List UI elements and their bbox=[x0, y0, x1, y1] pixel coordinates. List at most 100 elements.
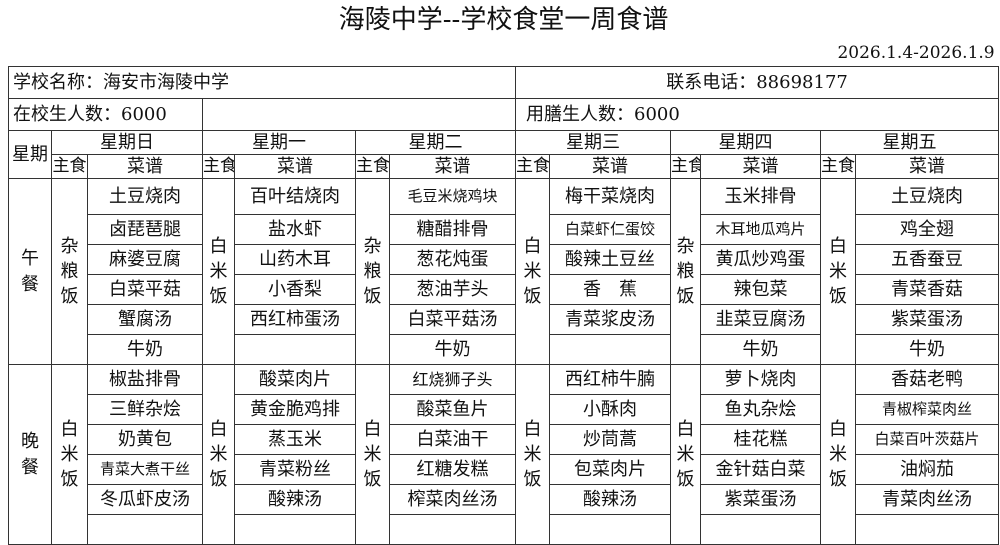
dish-item: 白菜油干 bbox=[389, 424, 516, 455]
menu-table: 海陵中学--学校食堂一周食谱 2026.1.4-2026.1.9 学校名称：海安… bbox=[8, 0, 1000, 545]
dish-item: 卤琵琶腿 bbox=[87, 214, 203, 245]
lunch-row: 午餐 杂粮饭 土豆烧肉 白米饭 百叶结烧肉 杂粮饭 毛豆米烧鸡块 白米饭 梅干菜烧肉 杂粮饭 玉米排… bbox=[8, 178, 1000, 365]
phone: 联系电话：88698177 bbox=[514, 66, 1000, 99]
staple-food-cell: 白米饭 bbox=[355, 364, 390, 545]
staple-header: 主食 bbox=[515, 154, 550, 179]
dish-item: 麻婆豆腐 bbox=[87, 244, 203, 275]
blank-cell bbox=[202, 98, 516, 131]
dish-item: 玉米排骨 bbox=[700, 178, 821, 215]
dish-item: 酸菜肉片 bbox=[234, 364, 356, 395]
day-header: 星期日 bbox=[51, 130, 203, 155]
dish-item: 山药木耳 bbox=[234, 244, 356, 275]
dish-item: 酸菜鱼片 bbox=[389, 394, 516, 425]
dish-item bbox=[549, 334, 671, 365]
dish-item: 黄瓜炒鸡蛋 bbox=[700, 244, 821, 275]
dinner-label-cell: 晚餐 bbox=[8, 364, 52, 545]
lunch-row: 蟹腐汤 西红柿蛋汤 白菜平菇汤 青菜浆皮汤 韭菜豆腐汤 紫菜蛋汤 bbox=[9, 304, 1000, 335]
staple-food-cell: 白米饭 bbox=[51, 364, 88, 545]
dish-item: 毛豆米烧鸡块 bbox=[389, 178, 516, 215]
staple-food: 杂粮饭 bbox=[363, 235, 382, 308]
dish-item: 百叶结烧肉 bbox=[234, 178, 356, 215]
dish-item: 牛奶 bbox=[700, 334, 821, 365]
dish-item: 土豆烧肉 bbox=[854, 178, 1000, 215]
staple-food: 白米饭 bbox=[676, 418, 695, 491]
staple-food: 白米饭 bbox=[523, 235, 542, 308]
student-count: 在校生人数：6000 bbox=[8, 98, 203, 131]
staple-food-cell: 杂粮饭 bbox=[670, 178, 701, 365]
day-header: 星期二 bbox=[355, 130, 516, 155]
day-header: 星期五 bbox=[819, 130, 1000, 155]
staple-food-cell: 白米饭 bbox=[515, 178, 550, 365]
dish-item: 黄金脆鸡排 bbox=[234, 394, 356, 425]
staple-food: 杂粮饭 bbox=[60, 235, 79, 308]
date-range: 2026.1.4-2026.1.9 bbox=[8, 40, 999, 67]
dish-item: 蟹腐汤 bbox=[87, 304, 203, 335]
dinner-label: 晚餐 bbox=[20, 431, 39, 478]
school-name: 学校名称：海安市海陵中学 bbox=[8, 66, 516, 99]
dish-item: 三鲜杂烩 bbox=[87, 394, 203, 425]
dish-item: 奶黄包 bbox=[87, 424, 203, 455]
menu-header: 菜谱 bbox=[87, 154, 203, 179]
dish-item: 木耳地瓜鸡片 bbox=[700, 214, 821, 245]
dish-item: 西红柿牛腩 bbox=[549, 364, 671, 395]
staple-food: 白米饭 bbox=[363, 418, 382, 491]
dish-item: 辣包菜 bbox=[700, 274, 821, 305]
page-title: 海陵中学--学校食堂一周食谱 bbox=[338, 4, 669, 35]
dinner-row: 晚餐 白米饭 椒盐排骨 白米饭 酸菜肉片 白米饭 红烧狮子头 白米饭 西红柿牛腩 白米饭 萝卜烧肉白… bbox=[8, 364, 1000, 545]
menu-header: 菜谱 bbox=[854, 154, 1000, 179]
menu-header: 菜谱 bbox=[549, 154, 671, 179]
menu-header: 菜谱 bbox=[234, 154, 356, 179]
dish-item: 葱油芋头 bbox=[389, 274, 516, 305]
staple-food-cell: 白米饭 bbox=[820, 178, 856, 365]
staple-food: 白米饭 bbox=[828, 235, 847, 308]
dish-item: 韭菜豆腐汤 bbox=[700, 304, 821, 335]
lunch-row: 白菜平菇 小香梨 葱油芋头 香 蕉辣包菜 青菜香菇 bbox=[9, 274, 1000, 305]
dish-item: 酸辣汤 bbox=[549, 484, 671, 515]
day-header: 星期一 bbox=[202, 130, 356, 155]
dish-item: 葱花炖蛋 bbox=[389, 244, 516, 275]
staple-food-cell: 杂粮饭 bbox=[51, 178, 88, 365]
staple-header: 主食 bbox=[820, 154, 856, 179]
dish-item: 包菜肉片 bbox=[549, 454, 671, 485]
staple-header: 主食 bbox=[51, 154, 88, 179]
lunch-label: 午餐 bbox=[20, 248, 39, 295]
staple-header: 主食 bbox=[355, 154, 390, 179]
dinner-row: 青菜大煮干丝 青菜粉丝 红糖发糕 包菜肉片 金针菇白菜 油焖茄 bbox=[9, 454, 1000, 485]
menu-header: 菜谱 bbox=[389, 154, 516, 179]
dish-item: 桂花糕 bbox=[700, 424, 821, 455]
dish-item: 红烧狮子头 bbox=[389, 364, 516, 395]
staple-header: 主食 bbox=[670, 154, 701, 179]
staple-header: 主食 bbox=[202, 154, 235, 179]
dish-item: 青椒榨菜肉丝 bbox=[854, 394, 1000, 425]
dish-item: 椒盐排骨 bbox=[87, 364, 203, 395]
staple-food: 白米饭 bbox=[828, 418, 847, 491]
dish-item: 紫菜蛋汤 bbox=[854, 304, 1000, 335]
dish-item: 青菜大煮干丝 bbox=[87, 454, 203, 485]
diner-count: 用膳生人数：6000 bbox=[514, 98, 1000, 131]
dish-item: 酸辣汤 bbox=[234, 484, 356, 515]
dish-item: 青菜香菇 bbox=[854, 274, 1000, 305]
dish-item bbox=[234, 334, 356, 365]
menu-header: 菜谱 bbox=[700, 154, 821, 179]
staple-food-cell: 白米饭 bbox=[202, 364, 235, 545]
staple-food: 白米饭 bbox=[60, 418, 79, 491]
dish-item: 炒茼蒿 bbox=[549, 424, 671, 455]
staple-food: 杂粮饭 bbox=[676, 235, 695, 308]
dish-item: 萝卜烧肉 bbox=[700, 364, 821, 395]
dish-item: 白菜虾仁蛋饺 bbox=[549, 214, 671, 245]
lunch-label-cell: 午餐 bbox=[8, 178, 52, 365]
week-header: 星期 bbox=[8, 130, 52, 179]
dish-item: 蒸玉米 bbox=[234, 424, 356, 455]
dish-item: 鸡全翅 bbox=[854, 214, 1000, 245]
lunch-row: 麻婆豆腐 山药木耳 葱花炖蛋 酸辣土豆丝 黄瓜炒鸡蛋 五香蚕豆 bbox=[9, 244, 1000, 275]
dish-item: 白菜平菇汤 bbox=[389, 304, 516, 335]
staple-food-cell: 白米饭 bbox=[820, 364, 856, 545]
dish-item: 牛奶 bbox=[854, 334, 1000, 365]
dish-item: 榨菜肉丝汤 bbox=[389, 484, 516, 515]
dish-item: 金针菇白菜 bbox=[700, 454, 821, 485]
lunch-row: 卤琵琶腿 盐水虾 糖醋排骨 白菜虾仁蛋饺 木耳地瓜鸡片 鸡全翅 bbox=[9, 214, 1000, 245]
dish-item: 紫菜蛋汤 bbox=[700, 484, 821, 515]
staple-food-cell: 杂粮饭 bbox=[355, 178, 390, 365]
dish-item: 冬瓜虾皮汤 bbox=[87, 484, 203, 515]
dish-item: 西红柿蛋汤 bbox=[234, 304, 356, 335]
